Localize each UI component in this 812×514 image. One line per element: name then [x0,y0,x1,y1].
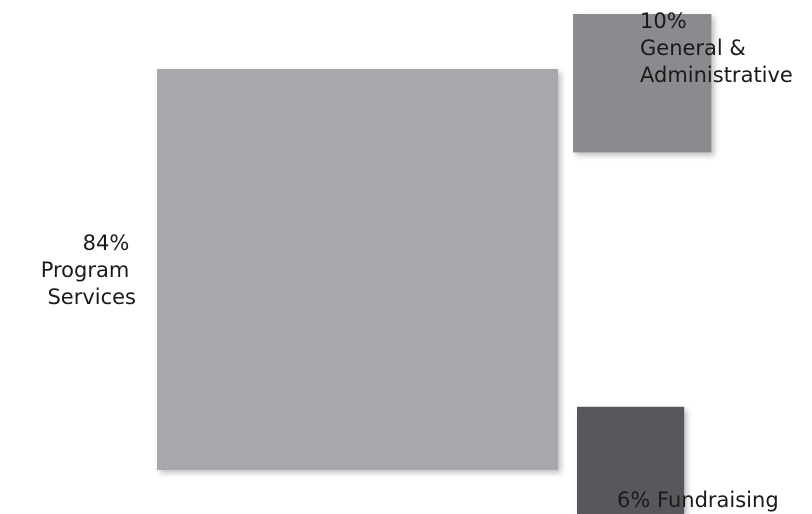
label-general-administrative: 10% General & Administrative [640,9,793,87]
area-square-general-administrative [573,14,712,153]
area-square-program-services [157,69,558,470]
label-general-administrative-value: 10% [640,9,687,33]
label-fundraising: 6% Fundraising [617,488,779,512]
label-program-services: 84% Program Services [41,231,136,309]
area-square-fundraising [577,406,685,514]
label-general-administrative-name-line1: General & [640,36,746,60]
label-fundraising-value: 6% [617,488,650,512]
label-fundraising-name: Fundraising [657,488,779,512]
label-program-services-name-line1: Program [41,258,130,282]
label-program-services-name-line2: Services [47,285,136,309]
label-general-administrative-name-line2: Administrative [640,63,793,87]
label-program-services-value: 84% [83,231,130,255]
